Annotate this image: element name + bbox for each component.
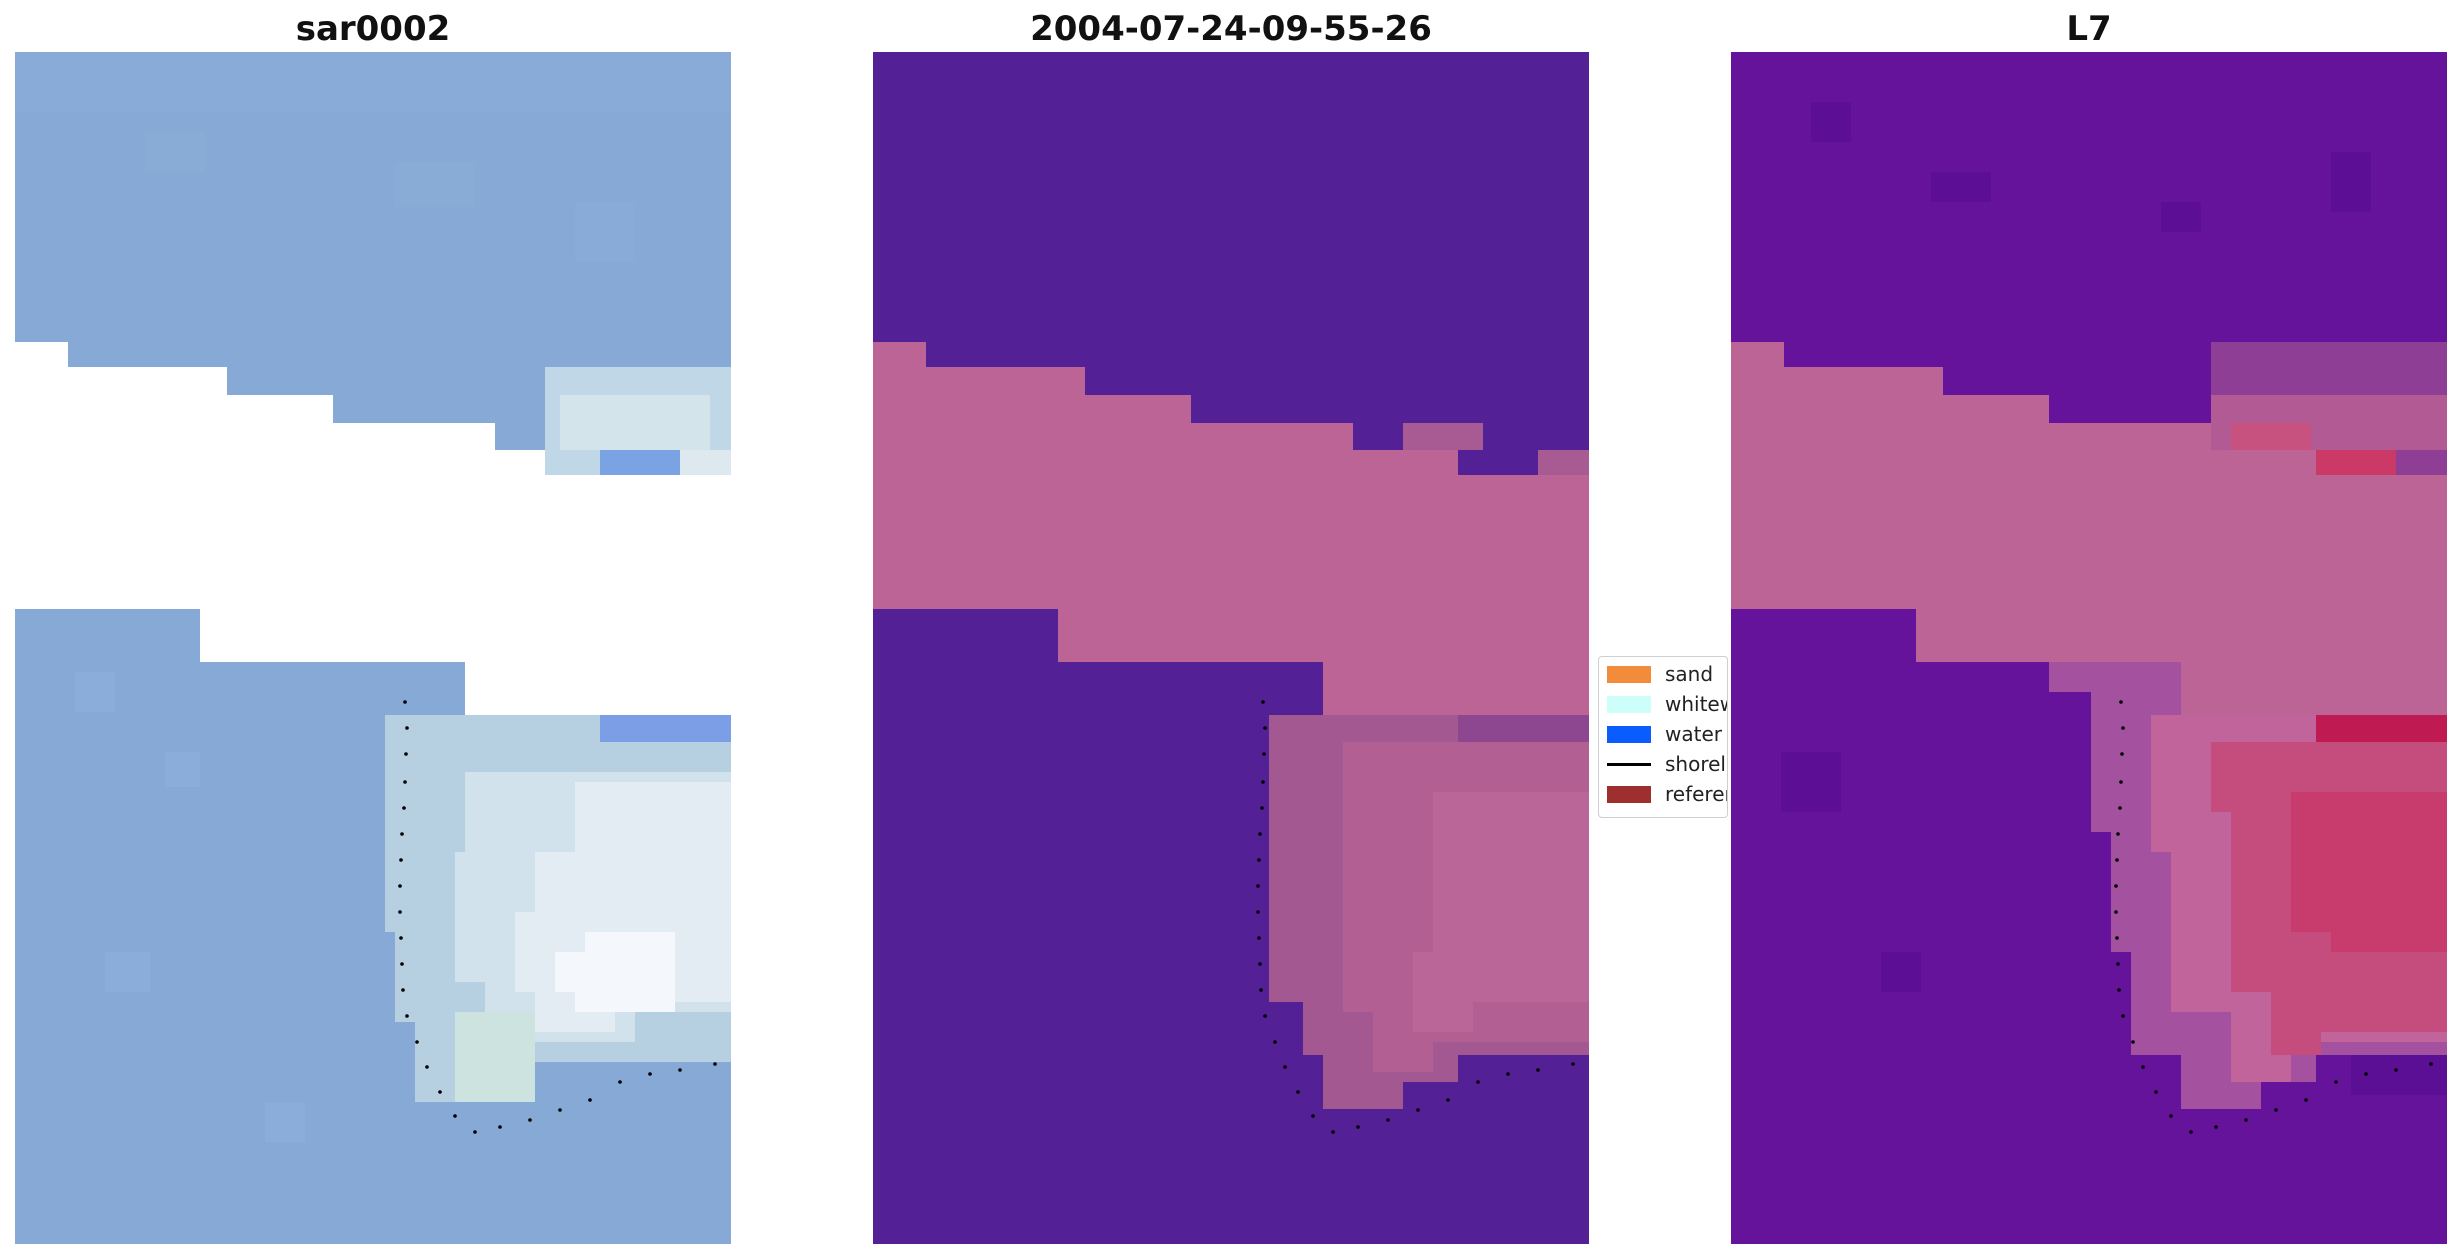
legend-item-water: water <box>1607 721 1722 747</box>
water-swatch <box>1607 725 1651 743</box>
l7-image-panel <box>1731 52 2447 1244</box>
panel-title-sar: sar0002 <box>295 9 451 49</box>
sand-swatch <box>1607 665 1651 683</box>
legend-label: shoreli <box>1665 752 1728 776</box>
legend-label: referen <box>1665 782 1727 806</box>
legend-label: water <box>1665 722 1722 746</box>
l7-image <box>1731 52 2447 1244</box>
shoreline-swatch <box>1607 762 1651 766</box>
panel-title-l7: L7 <box>2066 9 2112 49</box>
legend-label: sand <box>1665 662 1714 686</box>
legend-item-reference: referen <box>1607 781 1727 807</box>
sar-image-panel <box>15 52 731 1244</box>
whitewater-swatch <box>1607 695 1651 713</box>
classified-image-panel <box>873 52 1589 1244</box>
classified-image <box>873 52 1589 1244</box>
legend-item-shoreline: shoreli <box>1607 751 1728 777</box>
sar-image <box>15 52 731 1244</box>
panel-title-date: 2004-07-24-09-55-26 <box>1030 9 1432 49</box>
reference-swatch <box>1607 785 1651 803</box>
legend-item-sand: sand <box>1607 661 1713 687</box>
